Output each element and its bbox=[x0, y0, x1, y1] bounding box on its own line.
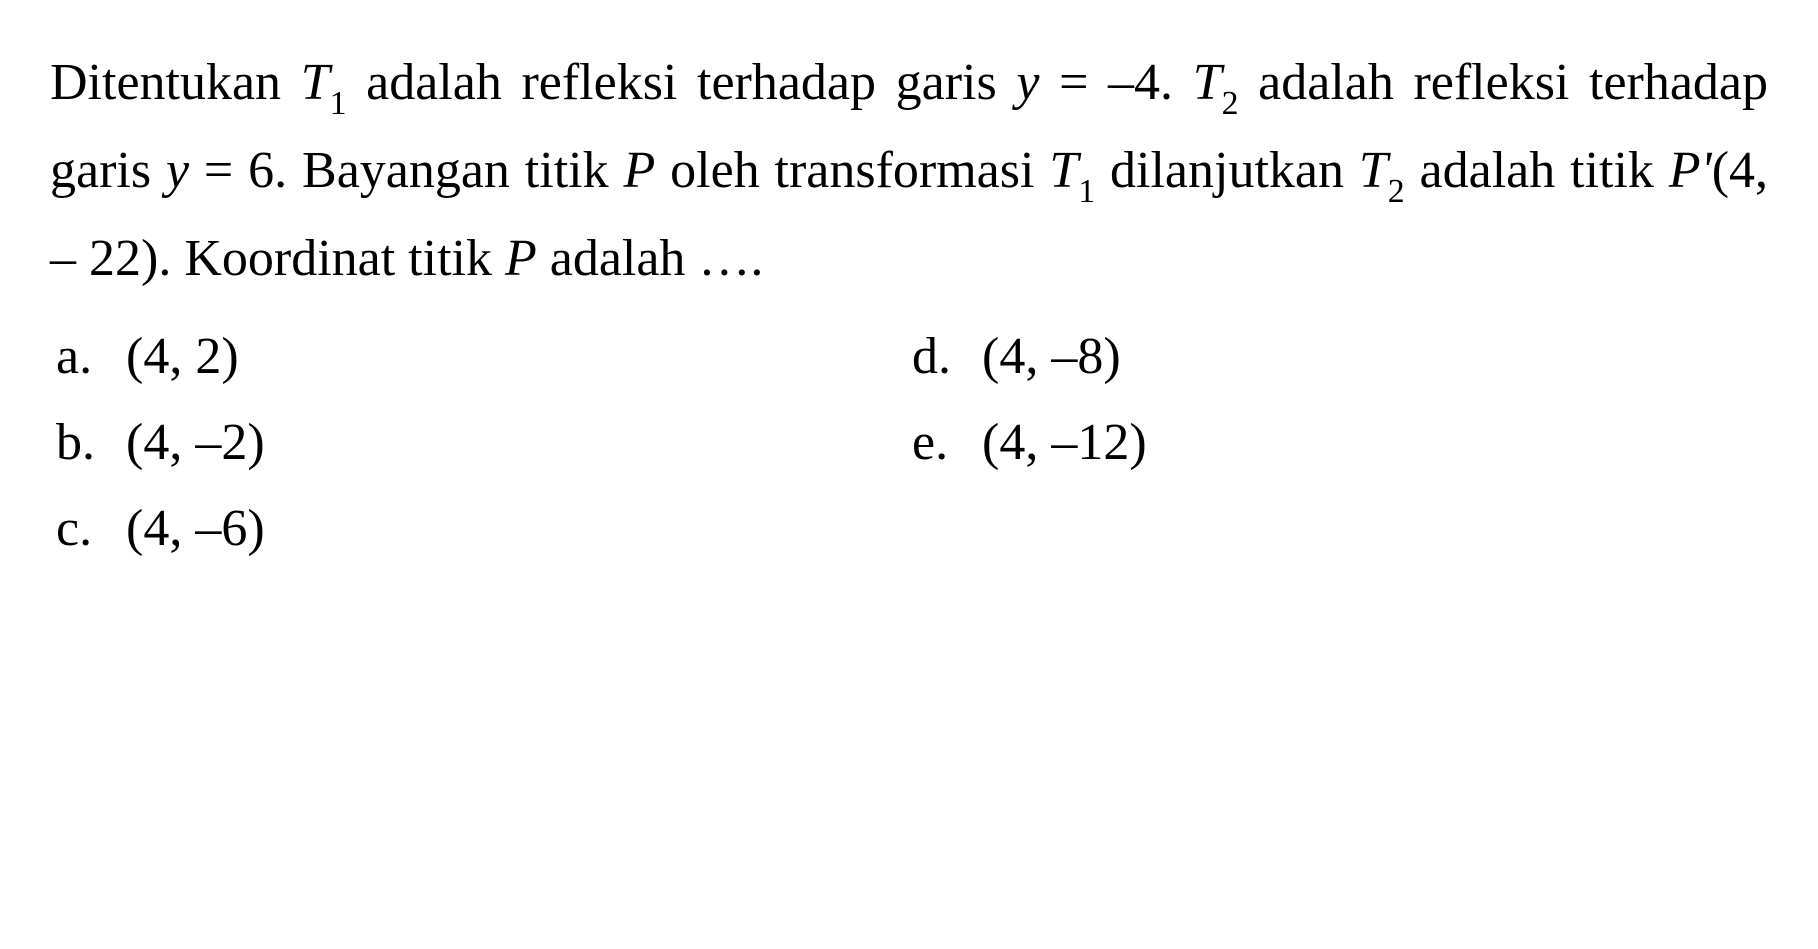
var-y: y bbox=[166, 142, 189, 199]
question-text: Ditentukan T1 adalah refleksi terhadap g… bbox=[50, 40, 1768, 302]
option-value-e: (4, –12) bbox=[982, 400, 1768, 486]
option-row-3: c. (4, –6) bbox=[50, 486, 1768, 572]
option-b: b. (4, –2) bbox=[56, 400, 912, 486]
text-fragment: adalah …. bbox=[537, 230, 764, 287]
question-container: Ditentukan T1 adalah refleksi terhadap g… bbox=[50, 40, 1768, 571]
option-row-2: b. (4, –2) e. (4, –12) bbox=[50, 400, 1768, 486]
text-fragment: adalah titik bbox=[1405, 142, 1669, 199]
option-value-d: (4, –8) bbox=[982, 314, 1768, 400]
option-a: a. (4, 2) bbox=[56, 314, 912, 400]
var-y: y bbox=[1016, 54, 1039, 111]
text-fragment: Ditentukan bbox=[50, 54, 301, 111]
option-row-1: a. (4, 2) d. (4, –8) bbox=[50, 314, 1768, 400]
option-label-a: a. bbox=[56, 314, 126, 400]
text-fragment: oleh transformasi bbox=[655, 142, 1034, 199]
var-T2: T bbox=[1359, 142, 1388, 199]
option-c: c. (4, –6) bbox=[56, 486, 912, 572]
subscript-2: 2 bbox=[1222, 85, 1239, 122]
subscript-2: 2 bbox=[1388, 173, 1405, 210]
text-fragment: = –4. bbox=[1039, 54, 1192, 111]
option-label-e: e. bbox=[912, 400, 982, 486]
text-fragment: = 6. Bayangan titik bbox=[189, 142, 623, 199]
option-value-a: (4, 2) bbox=[126, 314, 912, 400]
text-fragment: Koordinat titik bbox=[184, 230, 505, 287]
var-P: P bbox=[623, 142, 655, 199]
var-T2: T bbox=[1193, 54, 1222, 111]
option-d: d. (4, –8) bbox=[912, 314, 1768, 400]
option-label-c: c. bbox=[56, 486, 126, 572]
var-P: P bbox=[505, 230, 537, 287]
subscript-1: 1 bbox=[330, 85, 347, 122]
subscript-1: 1 bbox=[1078, 173, 1095, 210]
option-label-b: b. bbox=[56, 400, 126, 486]
text-fragment: adalah refleksi terhadap garis bbox=[347, 54, 997, 111]
var-T1: T bbox=[301, 54, 330, 111]
option-value-c: (4, –6) bbox=[126, 486, 912, 572]
var-T1: T bbox=[1049, 142, 1078, 199]
text-fragment: dilanjutkan bbox=[1095, 142, 1359, 199]
option-value-b: (4, –2) bbox=[126, 400, 912, 486]
var-Pprime: P' bbox=[1669, 142, 1712, 199]
option-label-d: d. bbox=[912, 314, 982, 400]
option-e: e. (4, –12) bbox=[912, 400, 1768, 486]
